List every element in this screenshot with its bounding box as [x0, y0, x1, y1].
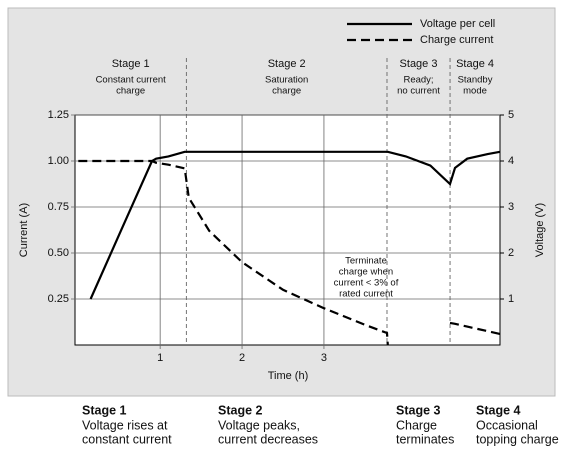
y2-tick-label: 4 — [508, 155, 514, 167]
y-tick-label: 1.25 — [48, 109, 69, 121]
y-axis-label: Current (A) — [18, 203, 30, 257]
caption-line: terminates — [396, 432, 454, 446]
y2-tick-label: 3 — [508, 201, 514, 213]
stage-title: Stage 4 — [456, 58, 494, 70]
stage-desc: Constant current — [96, 75, 167, 86]
stage-desc: mode — [463, 86, 487, 97]
annotation: Terminate — [345, 256, 387, 267]
caption-line: constant current — [82, 432, 172, 446]
series-line — [78, 159, 501, 346]
y2-axis-label: Voltage (V) — [534, 203, 546, 257]
caption-title: Stage 2 — [218, 403, 263, 417]
caption-line: Voltage peaks, — [218, 418, 300, 432]
y2-tick-label: 1 — [508, 293, 514, 305]
legend-label: Charge current — [420, 34, 493, 46]
caption-line: Voltage rises at — [82, 418, 168, 432]
caption-title: Stage 3 — [396, 403, 441, 417]
y-tick-label: 0.75 — [48, 201, 69, 213]
annotation: charge when — [339, 267, 393, 278]
caption-title: Stage 1 — [82, 403, 127, 417]
caption-line: Occasional — [476, 418, 538, 432]
stage-desc: charge — [116, 86, 145, 97]
stage-desc: Saturation — [265, 75, 308, 86]
annotation: rated current — [339, 289, 393, 300]
y-tick-label: 1.00 — [48, 155, 69, 167]
stage-desc: no current — [397, 86, 440, 97]
stage-title: Stage 1 — [112, 58, 150, 70]
x-tick-label: 3 — [321, 352, 327, 364]
caption-title: Stage 4 — [476, 403, 521, 417]
x-tick-label: 1 — [157, 352, 163, 364]
y2-tick-label: 2 — [508, 247, 514, 259]
y-tick-label: 0.50 — [48, 247, 69, 259]
series-line — [89, 150, 501, 300]
caption-line: Charge — [396, 418, 437, 432]
stage-title: Stage 2 — [268, 58, 306, 70]
y-tick-label: 0.25 — [48, 293, 69, 305]
stage-desc: charge — [272, 86, 301, 97]
caption-line: current decreases — [218, 432, 318, 446]
x-axis-label: Time (h) — [268, 370, 309, 382]
plot-area — [74, 114, 501, 346]
stage-title: Stage 3 — [400, 58, 438, 70]
y2-tick-label: 5 — [508, 109, 514, 121]
stage-desc: Ready; — [403, 75, 433, 86]
caption-line: topping charge — [476, 432, 559, 446]
stage-desc: Standby — [458, 75, 493, 86]
legend-label: Voltage per cell — [420, 18, 495, 30]
annotation: current < 3% of — [334, 278, 399, 289]
x-tick-label: 2 — [239, 352, 245, 364]
